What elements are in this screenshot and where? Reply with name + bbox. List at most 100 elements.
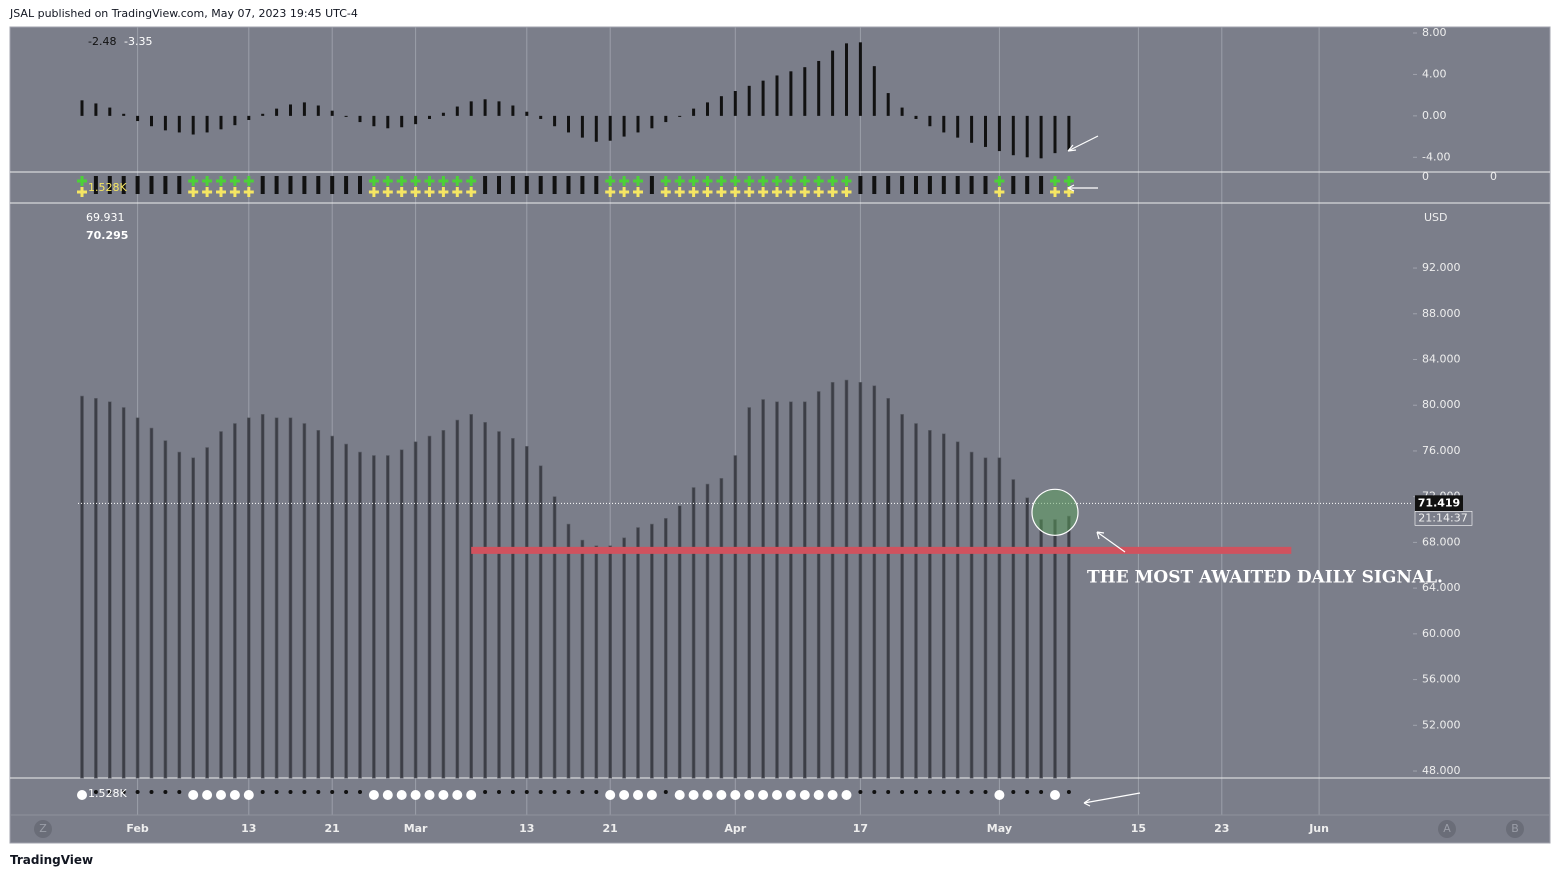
- plus-icon: [202, 187, 213, 197]
- histogram-bar: [900, 107, 904, 116]
- histogram-bar: [706, 102, 709, 116]
- control-label[interactable]: B: [1511, 822, 1519, 835]
- histogram-bar: [970, 115, 974, 143]
- plus-icon: [396, 176, 407, 186]
- histogram-bar: [414, 115, 418, 125]
- plus-signal: [799, 176, 810, 197]
- price-column: [1039, 519, 1043, 779]
- plus-signal: [674, 176, 685, 197]
- x-tick-label: Jun: [1308, 822, 1329, 835]
- histogram-bar: [761, 80, 765, 116]
- small-dot: [524, 790, 529, 794]
- price-column: [761, 399, 765, 779]
- plus-icon: [410, 176, 421, 186]
- histogram-bar: [817, 60, 821, 116]
- plus-signal: [827, 176, 838, 197]
- footer: TradingView: [10, 853, 94, 867]
- plus-icon: [744, 187, 755, 197]
- control-label[interactable]: Z: [39, 822, 47, 835]
- histogram-bar: [567, 115, 570, 133]
- price-column: [538, 465, 543, 779]
- large-dot: [702, 790, 713, 800]
- plus-icon: [688, 187, 699, 197]
- plus-icon: [466, 176, 477, 186]
- histogram-bar: [400, 115, 404, 128]
- price-label-box: [1415, 495, 1463, 512]
- signal-bar: [497, 176, 501, 194]
- histogram-bar: [747, 85, 751, 116]
- small-dot: [149, 790, 154, 794]
- histogram-bar: [678, 115, 682, 117]
- histogram-bar: [1011, 115, 1015, 156]
- small-dot: [552, 790, 557, 794]
- plus-signal: [813, 176, 824, 197]
- small-dot: [538, 790, 543, 794]
- signal-bar: [344, 176, 349, 194]
- price-column: [302, 423, 307, 779]
- price-column: [733, 455, 738, 779]
- price-column: [955, 441, 960, 779]
- price-column: [566, 523, 571, 779]
- plus-icon: [730, 187, 741, 197]
- annotation: THE MOST AWAITED DAILY SIGNAL.: [1087, 568, 1443, 588]
- control-button[interactable]: [34, 820, 52, 838]
- large-dot: [813, 790, 824, 800]
- signal-bar: [927, 176, 932, 194]
- large-dot: [368, 790, 379, 800]
- control-button[interactable]: [1438, 820, 1456, 838]
- price-column: [844, 379, 849, 779]
- histogram-bar: [261, 113, 265, 116]
- signal-bar: [135, 176, 140, 194]
- plus-icon: [216, 176, 226, 186]
- plus-signal: [772, 176, 782, 197]
- plus-signal: [605, 176, 616, 197]
- arrow: [1096, 531, 1126, 553]
- price-column: [455, 419, 460, 779]
- price-column: [497, 431, 501, 779]
- scale-label: 0: [1490, 170, 1497, 183]
- signal-bar: [969, 176, 974, 194]
- plus-signal: [841, 176, 852, 197]
- histogram-bar: [789, 71, 793, 116]
- small-dot: [1025, 790, 1030, 794]
- histogram-bar: [1053, 115, 1057, 154]
- signal-bar: [483, 176, 488, 194]
- price-column: [705, 483, 710, 779]
- small-dot: [344, 790, 349, 794]
- histogram-bar: [330, 110, 334, 116]
- small-dot: [858, 790, 863, 794]
- price-column: [552, 496, 557, 779]
- plus-signal: [744, 176, 755, 197]
- control-label[interactable]: A: [1443, 822, 1451, 835]
- plus-icon: [799, 187, 810, 197]
- plus-icon: [730, 176, 741, 186]
- histogram-bar: [455, 106, 459, 116]
- plus-icon: [438, 176, 449, 186]
- plus-icon: [619, 187, 630, 197]
- legend-value: -2.48: [88, 35, 116, 48]
- x-tick-label: 21: [603, 822, 618, 835]
- x-tick-label: 13: [241, 822, 256, 835]
- plus-icon: [438, 187, 449, 197]
- arrows: [1067, 135, 1141, 807]
- histogram-bar: [1025, 115, 1029, 158]
- plus-icon: [660, 187, 671, 197]
- y-tick-label: 64.000: [1422, 581, 1461, 594]
- small-dot: [302, 790, 307, 794]
- signal-bar: [941, 176, 946, 194]
- plus-icon: [368, 176, 379, 186]
- histogram-bar: [956, 115, 960, 138]
- price-label: 71.419: [1418, 496, 1460, 509]
- large-dot: [202, 790, 213, 800]
- histogram-bar: [664, 115, 668, 123]
- control-button[interactable]: [1506, 820, 1524, 838]
- plus-icon: [77, 187, 87, 197]
- signal-bar: [274, 176, 279, 194]
- price-column: [580, 539, 585, 779]
- histogram-bar: [344, 115, 348, 117]
- price-column: [900, 414, 904, 779]
- signal-bar: [107, 176, 112, 194]
- price-column: [108, 401, 112, 779]
- price-column: [399, 449, 404, 779]
- large-dot: [396, 790, 407, 800]
